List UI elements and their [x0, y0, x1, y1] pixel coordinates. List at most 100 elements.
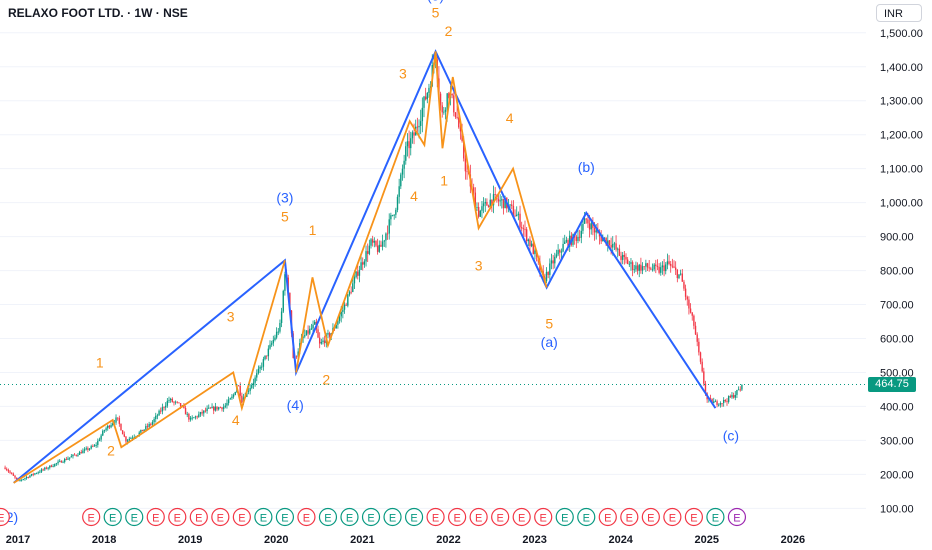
wave-minor-a[interactable] [13, 260, 286, 484]
earnings-marker-label: E [475, 513, 482, 525]
candle-body [451, 93, 453, 96]
earnings-marker[interactable]: E [0, 507, 10, 527]
candle-body [214, 406, 217, 411]
candle-body [138, 432, 140, 436]
price-axis[interactable]: 1,500.00 1,400.00 1,300.00 1,200.00 1,100.00… [880, 28, 923, 516]
candle-body [373, 240, 376, 243]
candle-body [679, 273, 682, 275]
earnings-marker-circle [555, 507, 574, 527]
earnings-marker[interactable]: E [577, 507, 596, 527]
x-tick-label: 2019 [178, 534, 202, 546]
earnings-marker[interactable]: E [297, 507, 316, 527]
earnings-marker[interactable]: E [684, 507, 703, 527]
earnings-marker-circle [146, 507, 165, 527]
candle-body [305, 330, 308, 336]
candle-body [261, 366, 263, 368]
candle-body [358, 269, 361, 276]
earnings-marker[interactable]: E [211, 507, 230, 527]
candle-body [108, 425, 111, 428]
wave-label: 1 [309, 222, 317, 238]
earnings-marker[interactable]: E [404, 507, 424, 527]
candle-body [345, 304, 347, 306]
candle-body [213, 406, 215, 411]
earnings-marker[interactable]: E [103, 507, 122, 527]
earnings-marker[interactable]: E [663, 507, 682, 527]
earnings-marker[interactable]: E [491, 507, 510, 527]
earnings-marker[interactable]: E [168, 507, 187, 527]
earnings-marker[interactable]: E [512, 507, 531, 527]
earnings-marker-label: E [174, 513, 181, 525]
x-tick-label: 2017 [6, 534, 30, 546]
earnings-marker[interactable]: E [383, 507, 402, 527]
earnings-marker[interactable]: E [146, 507, 165, 527]
earnings-marker-label: E [647, 513, 654, 525]
candle-body [237, 385, 240, 387]
earnings-marker-label: E [0, 513, 4, 525]
earnings-marker[interactable]: E [275, 507, 295, 527]
earnings-marker[interactable]: E [706, 507, 725, 527]
earnings-marker[interactable]: E [254, 507, 273, 527]
earnings-marker[interactable]: E [620, 507, 639, 527]
candle-body [68, 457, 71, 459]
earnings-marker[interactable]: E [82, 507, 101, 527]
candle-body [27, 477, 29, 478]
earnings-marker[interactable]: E [189, 507, 208, 527]
candle-body [322, 340, 324, 342]
candle-body [653, 264, 655, 270]
candle-body [40, 469, 43, 472]
candle-body [360, 262, 362, 270]
candle-body [603, 237, 606, 239]
earnings-marker[interactable]: E [534, 507, 553, 527]
earnings-marker[interactable]: E [555, 507, 574, 527]
earnings-marker[interactable]: E [469, 507, 488, 527]
candle-body [694, 325, 697, 335]
candle-body [501, 199, 503, 201]
earnings-marker-circle [598, 507, 617, 527]
candle-body [204, 410, 207, 412]
earnings-marker[interactable]: E [340, 507, 359, 527]
candle-body [265, 355, 268, 357]
earnings-marker[interactable]: E [426, 507, 445, 527]
candle-body [466, 171, 468, 173]
earnings-marker[interactable]: E [641, 507, 660, 527]
candle-body [668, 261, 670, 264]
time-axis[interactable]: 2017 2018 2019 2020 2021 2022 2023 2024 2025 2026 [6, 534, 805, 546]
candle-body [671, 265, 674, 267]
candle-body [714, 401, 717, 403]
candle-body [75, 454, 77, 456]
candle-body [424, 96, 427, 100]
candle-body [353, 277, 356, 284]
candle-body [93, 445, 96, 447]
earnings-marker[interactable]: E [361, 507, 381, 527]
earnings-marker-label: E [281, 513, 288, 525]
wave-minor-b[interactable] [295, 51, 548, 373]
candle-body [126, 440, 129, 442]
y-tick-label: 700.00 [880, 300, 914, 312]
candle-body [148, 424, 150, 427]
wave-label: 3 [227, 309, 235, 325]
earnings-marker[interactable]: E [125, 507, 144, 527]
candle-body [125, 436, 127, 442]
symbol-title[interactable]: RELAXO FOOT LTD. · 1W · NSE [8, 6, 188, 20]
candle-body [504, 197, 506, 209]
candle-body [22, 479, 24, 480]
earnings-marker-label: E [410, 513, 417, 525]
candle-body [393, 214, 395, 216]
earnings-marker[interactable]: E [232, 507, 251, 527]
candle-body [174, 401, 177, 403]
earnings-marker[interactable]: E [598, 507, 617, 527]
candle-body [638, 264, 640, 271]
x-tick-label: 2023 [522, 534, 546, 546]
earnings-marker-circle [361, 507, 381, 527]
candle-body [153, 419, 155, 423]
earnings-marker[interactable]: E [448, 507, 467, 527]
candle-body [713, 401, 715, 404]
candle-body [532, 243, 534, 255]
candle-body [376, 245, 379, 252]
candle-body [229, 398, 231, 400]
earnings-marker[interactable]: E [318, 507, 338, 527]
currency-selector[interactable]: INR [876, 4, 922, 22]
earnings-marker[interactable]: E [727, 507, 747, 527]
